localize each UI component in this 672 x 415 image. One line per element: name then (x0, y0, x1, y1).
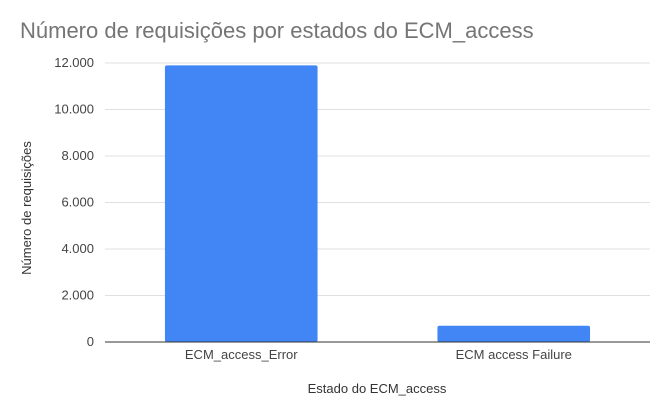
y-axis-label: Número de requisições (19, 141, 34, 275)
bar (437, 325, 591, 342)
y-tick-label: 6.000 (61, 195, 94, 210)
x-axis-ticks: ECM_access_Error ECM access Failure (185, 347, 572, 362)
x-axis-label: Estado do ECM_access (308, 381, 447, 396)
chart-title: Número de requisições por estados do ECM… (20, 18, 534, 43)
y-tick-label: 12.000 (54, 55, 94, 70)
x-tick-label: ECM access Failure (456, 347, 572, 362)
x-tick-label: ECM_access_Error (185, 347, 298, 362)
y-axis-ticks: 0 2.000 4.000 6.000 8.000 10.000 12.000 (54, 55, 94, 349)
y-tick-label: 0 (87, 334, 94, 349)
y-tick-label: 2.000 (61, 288, 94, 303)
bar (164, 65, 318, 342)
y-tick-label: 10.000 (54, 102, 94, 117)
y-tick-label: 4.000 (61, 241, 94, 256)
y-tick-label: 8.000 (61, 148, 94, 163)
bars (164, 65, 591, 342)
